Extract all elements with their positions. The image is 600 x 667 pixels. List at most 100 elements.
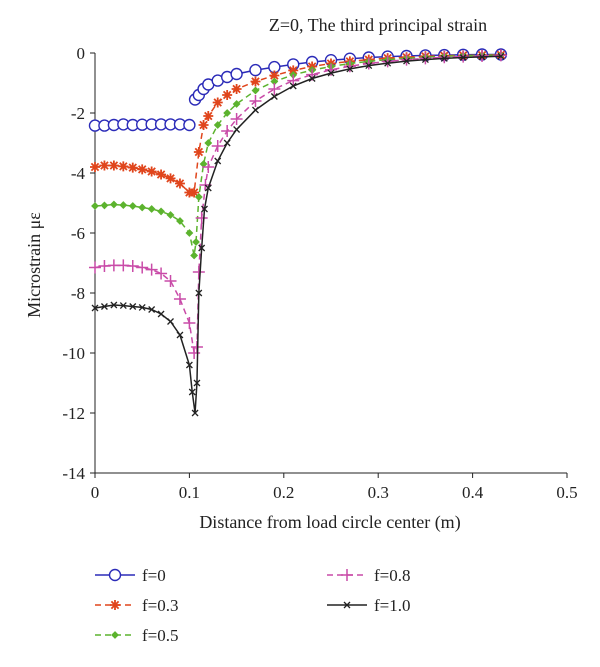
data-point [91,202,99,210]
data-point [343,601,351,609]
data-point [148,306,156,313]
data-point [459,54,467,61]
y-tick-label: -8 [71,284,85,303]
data-point [136,261,149,274]
data-point [251,86,260,95]
data-point [268,83,281,95]
data-point [193,379,201,387]
data-point [211,140,224,152]
series-line [94,54,501,256]
data-point [230,113,243,125]
data-point [308,75,316,82]
data-point [362,57,375,70]
data-point [419,52,432,65]
data-point [111,631,119,639]
data-point [176,331,184,339]
data-point [327,69,335,77]
y-tick-label: 0 [77,44,86,63]
data-point [288,65,299,76]
data-point [440,54,448,62]
data-point [403,57,410,65]
data-point [198,244,206,252]
data-point [381,55,394,68]
data-point [119,201,128,210]
data-point [127,162,138,173]
data-point [119,302,127,310]
data-point [155,267,168,280]
data-point [252,106,259,114]
series-f=0.5 [91,51,505,260]
y-axis-label: Microstrain με [24,212,44,318]
data-point [346,65,354,73]
data-point [497,52,505,60]
data-point [188,388,196,396]
x-tick-label: 0.2 [273,483,294,502]
axes: 0 0.1 0.2 0.3 0.4 0.5 0 -2 -4 -6 -8 -10 -12 -14 [62,44,577,502]
data-point [269,70,280,81]
data-point [270,93,278,100]
legend: f=0 f=0.3 f=0.5 f=0.8 f=1.0 [95,566,411,645]
data-point [203,111,214,121]
y-tick-label: -14 [62,464,85,483]
y-tick-label: -6 [71,224,85,243]
data-point [164,275,177,287]
data-point [185,361,193,369]
data-point [100,201,109,210]
series-f=0.8 [89,49,507,359]
data-point [204,139,213,147]
data-point [192,238,200,246]
data-point [157,207,166,216]
data-point [91,304,99,312]
data-point [190,251,199,260]
x-axis-label: Distance from load circle center (m) [199,512,460,533]
data-point [214,157,222,165]
data-point [195,289,203,297]
data-point [108,568,122,582]
y-tick-label: -4 [71,164,86,183]
legend-label: f=0.8 [374,566,411,585]
data-point [365,62,373,70]
data-point [212,97,223,108]
data-point [213,121,222,129]
data-point [157,310,165,318]
data-point [137,164,148,175]
data-point [400,53,413,66]
data-point [126,260,139,272]
data-point [191,409,199,417]
legend-entry: f=0.3 [95,596,179,615]
data-point [145,263,158,276]
x-tick-label: 0.5 [556,483,577,502]
data-point [99,160,110,171]
y-tick-label: -10 [62,344,85,363]
data-point [138,303,146,311]
data-point [173,293,186,305]
data-point [110,600,120,610]
data-point [167,318,174,325]
data-point [192,266,205,278]
data-point [438,51,451,64]
legend-entry: f=0.8 [327,566,411,585]
data-point [100,303,108,310]
data-point [183,118,196,132]
data-point [183,317,196,329]
data-point [89,261,101,274]
data-point [249,95,262,107]
x-tick-label: 0.1 [179,483,200,502]
data-point [166,211,175,219]
data-point [146,166,157,177]
data-point [110,301,118,309]
y-tick-label: -2 [71,104,85,123]
data-point [250,76,261,87]
series-line [94,54,501,356]
data-point [230,67,243,81]
data-point [478,53,486,61]
data-point [165,173,176,184]
data-point [202,161,215,173]
series-layer [88,48,508,417]
legend-entry: f=1.0 [327,596,411,615]
data-point [233,126,241,133]
data-point [176,217,184,225]
legend-label: f=0.3 [142,596,179,615]
data-point [287,74,300,87]
data-point [90,162,100,172]
